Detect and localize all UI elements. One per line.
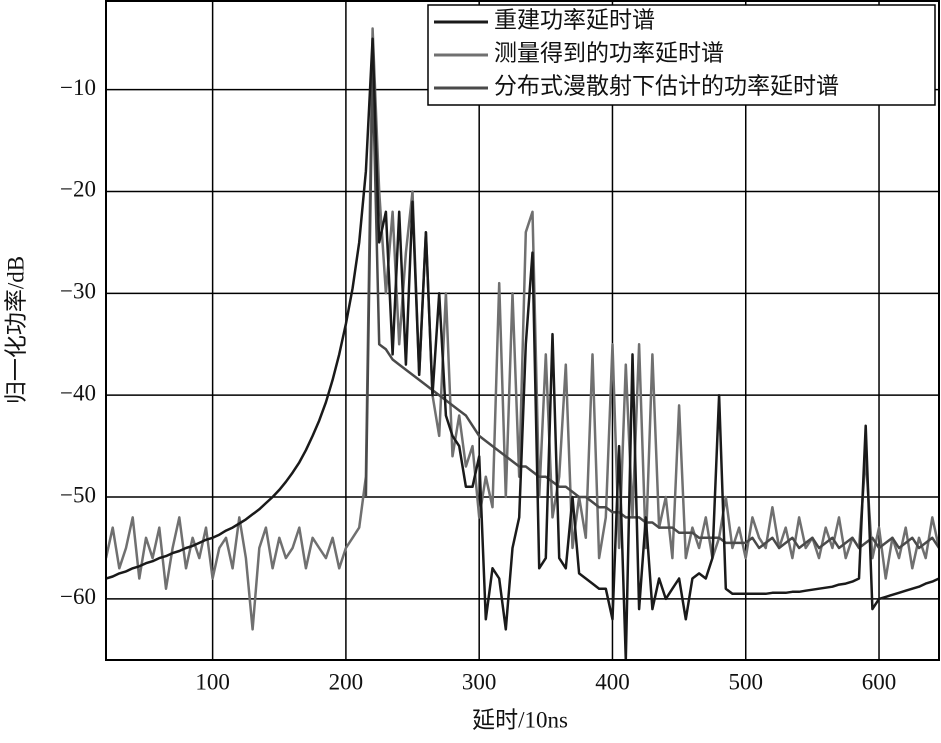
series-line — [106, 27, 939, 631]
y-tick-label: −60 — [60, 584, 96, 609]
legend-label: 重建功率延时谱 — [494, 7, 655, 32]
x-tick-label: 500 — [728, 669, 763, 694]
y-tick-label: −30 — [60, 279, 96, 304]
y-tick-label: −10 — [60, 75, 96, 100]
x-tick-label: 200 — [329, 669, 364, 694]
x-axis-label: 延时/10ns — [472, 707, 568, 732]
legend-box — [427, 4, 936, 106]
y-axis-label: 归一化功率/dB — [3, 256, 28, 404]
legend-label: 测量得到的功率延时谱 — [494, 40, 724, 65]
y-tick-label: −50 — [60, 482, 96, 507]
x-tick-label: 300 — [462, 669, 497, 694]
x-tick-label: 100 — [195, 669, 230, 694]
series-line — [364, 67, 939, 550]
x-tick-label: 600 — [862, 669, 897, 694]
x-tick-label: 400 — [595, 669, 630, 694]
series-line — [106, 37, 939, 660]
y-tick-label: −40 — [60, 380, 96, 405]
legend-label: 分布式漫散射下估计的功率延时谱 — [494, 73, 839, 98]
plot-frame — [105, 0, 940, 661]
y-tick-label: −20 — [60, 177, 96, 202]
